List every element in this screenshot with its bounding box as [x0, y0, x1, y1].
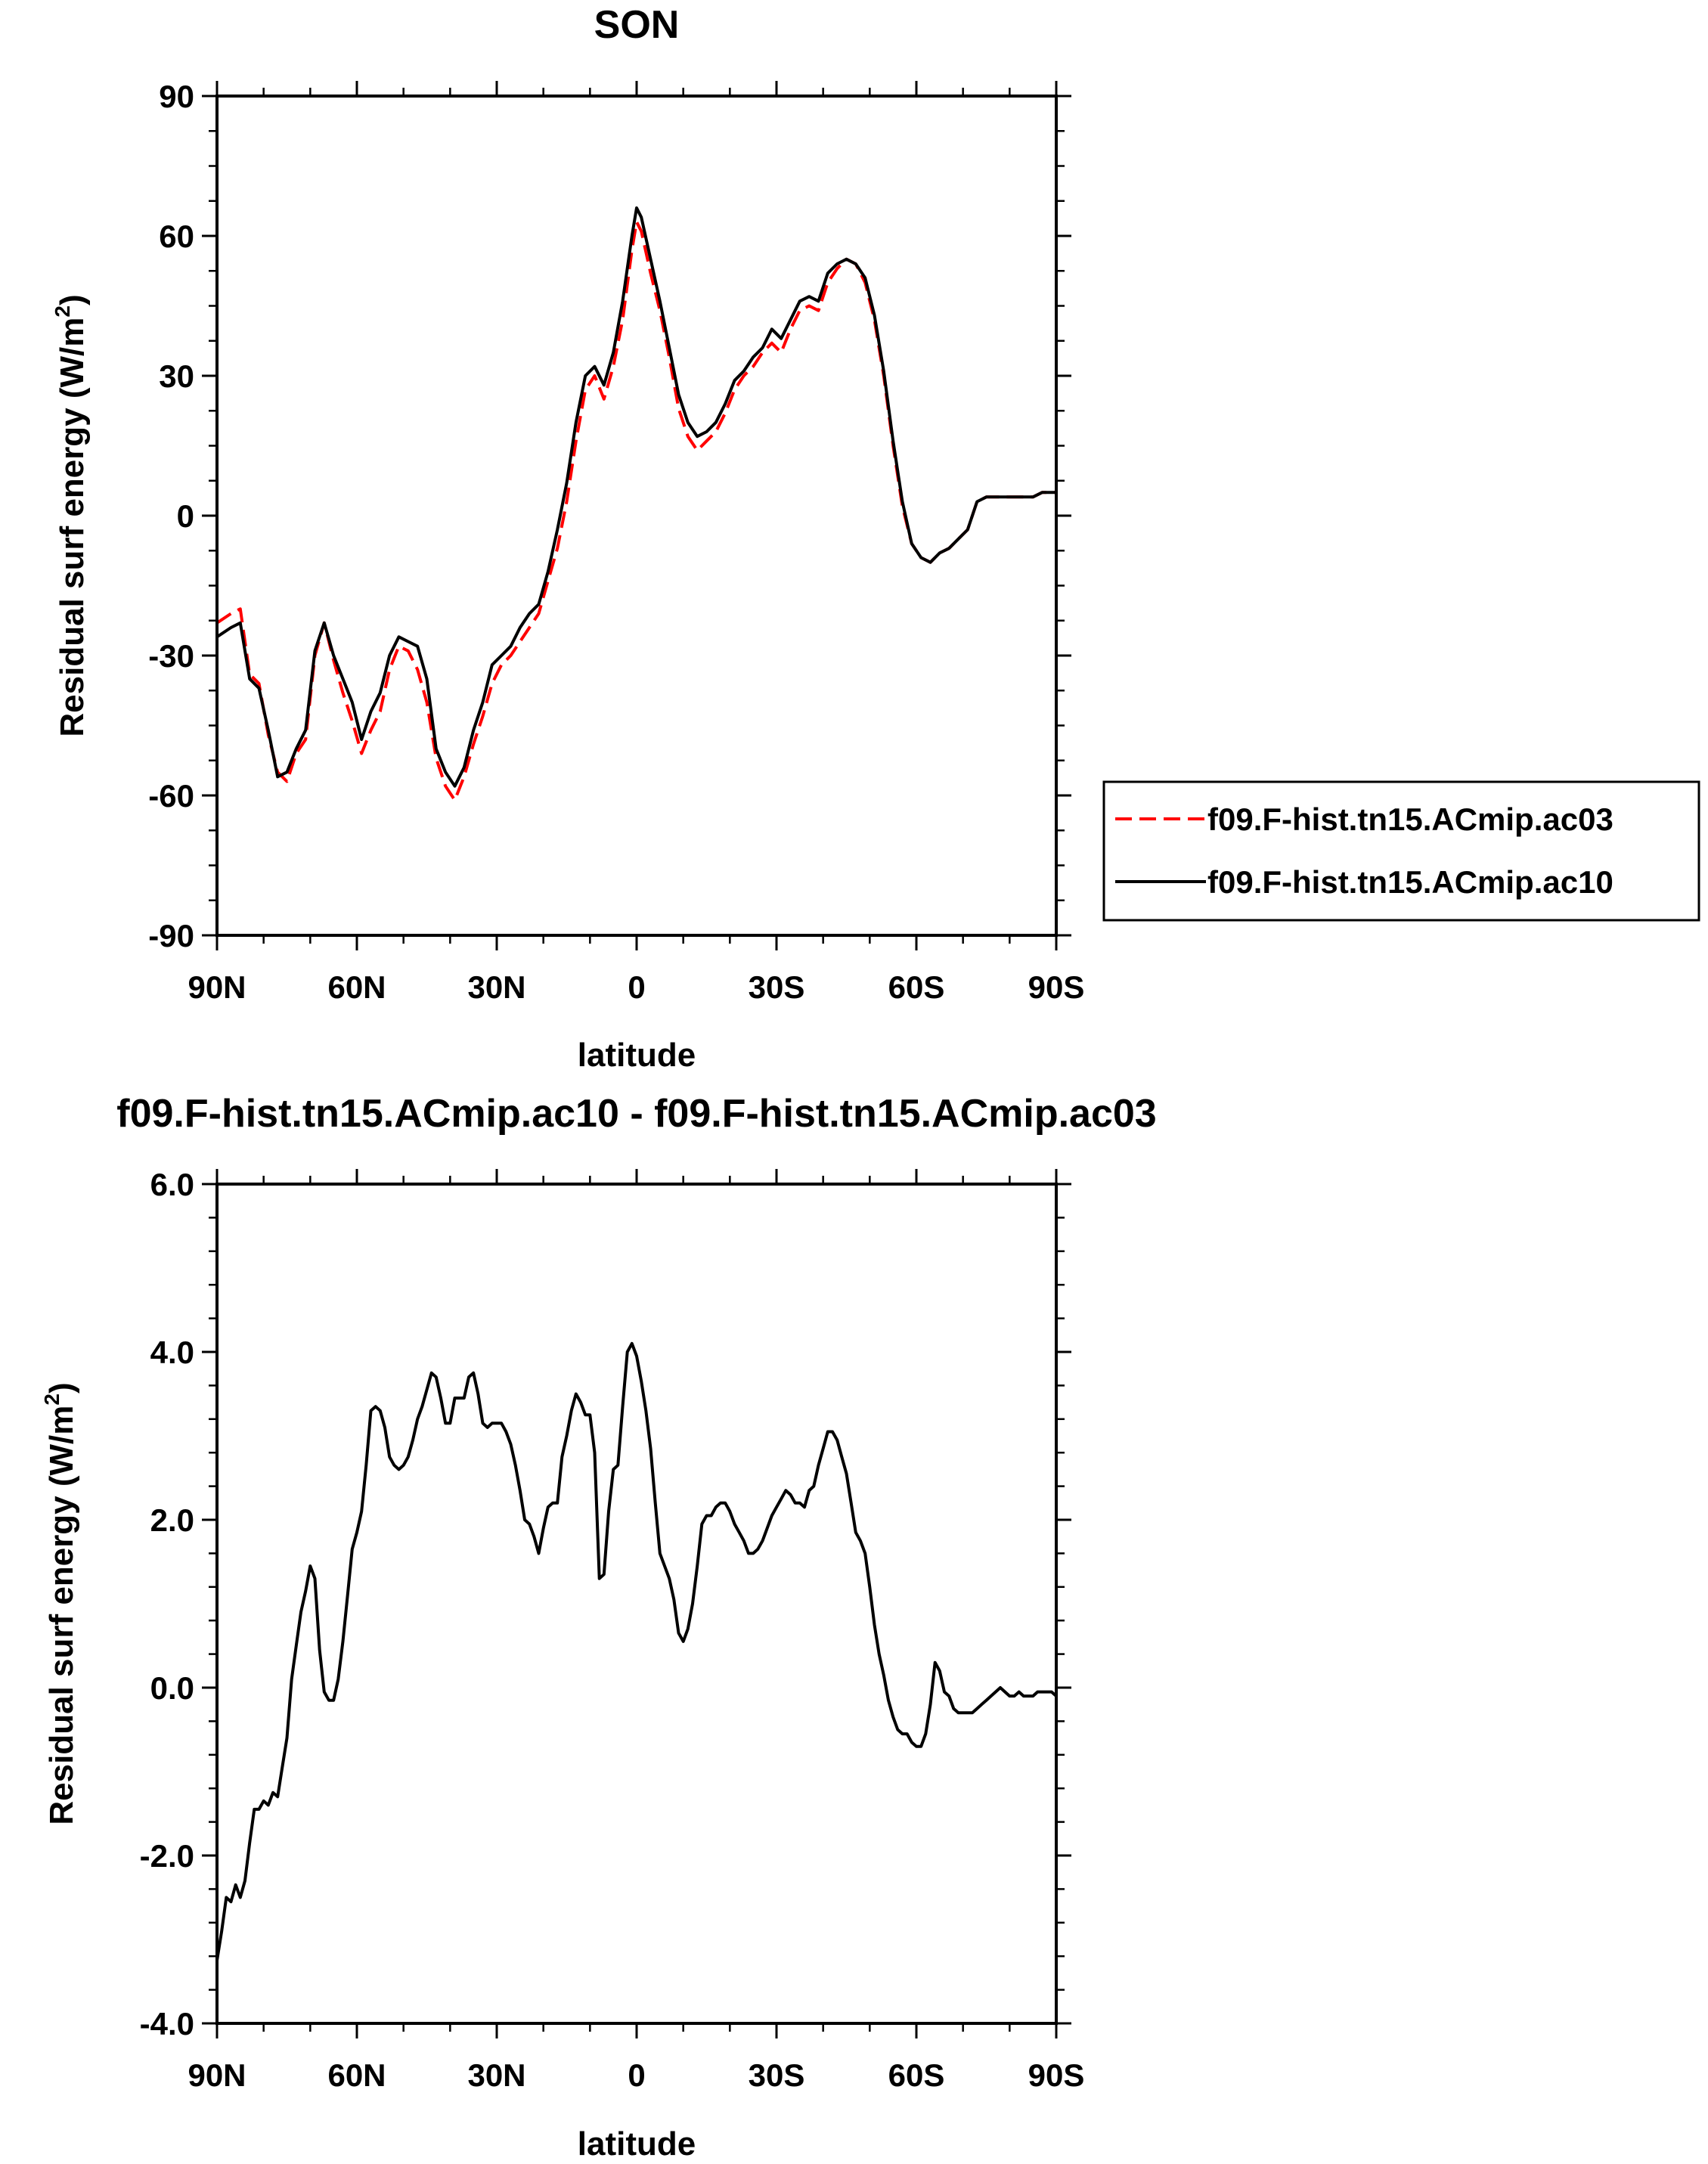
bottom-panel-x-tick-label: 30N	[467, 2057, 525, 2093]
bottom-panel-x-tick-label: 60N	[327, 2057, 386, 2093]
top-panel-y-axis-label: Residual surf energy (W/m2)	[51, 294, 91, 736]
top-panel-y-tick-label: -90	[148, 918, 194, 953]
top-panel-x-tick-label: 30S	[749, 969, 805, 1005]
bottom-panel-y-axis-label-superscript: 2	[40, 1394, 64, 1406]
top-panel-x-tick-label: 60S	[888, 969, 945, 1005]
top-panel-y-tick-label: 90	[159, 79, 194, 114]
top-panel-x-tick-labels: 90N 60N 30N 0 30S 60S 90S	[188, 969, 1084, 1005]
top-panel-series-lines	[215, 206, 1056, 802]
bottom-panel-x-tick-labels: 90N 60N 30N 0 30S 60S 90S	[188, 2057, 1084, 2093]
legend-box	[1102, 780, 1700, 922]
bottom-panel-tick-marks	[202, 1169, 1071, 2038]
top-panel-title: SON	[594, 3, 680, 47]
top-panel-x-axis-label: latitude	[578, 1037, 696, 1074]
bottom-panel-y-tick-label: 2.0	[150, 1502, 194, 1538]
bottom-panel-y-tick-label: -2.0	[140, 1838, 194, 1874]
top-panel-y-axis-label-text: Residual surf energy (W/m	[54, 318, 91, 737]
top-panel-x-tick-label: 0	[628, 969, 645, 1005]
bottom-panel-title: f09.F-hist.tn15.ACmip.ac10 - f09.F-hist.…	[116, 1092, 1156, 1136]
bottom-panel-y-tick-label: 4.0	[150, 1335, 194, 1370]
top-panel-x-tick-label: 90S	[1028, 969, 1085, 1005]
bottom-panel-y-tick-label: 6.0	[150, 1167, 194, 1202]
top-panel-y-tick-labels: 90 60 30 0 -30 -60 -90	[148, 79, 194, 953]
top-panel-y-tick-label: 60	[159, 219, 194, 254]
top-panel: SON 90 60 30 0 -30 -60 -90 90N 60N 30N 0 30S 60S 90S…	[51, 3, 1700, 1074]
bottom-panel-x-axis-label: latitude	[578, 2125, 696, 2162]
top-panel-y-tick-label: -60	[148, 778, 194, 814]
legend-entry-ac10: f09.F-hist.tn15.ACmip.ac10	[1207, 864, 1613, 900]
bottom-panel-plot-frame	[215, 1183, 1058, 2025]
bottom-panel-y-tick-label: -4.0	[140, 2006, 194, 2042]
top-panel-series-line-ac10	[215, 206, 1056, 788]
top-panel-y-tick-label: 30	[159, 358, 194, 394]
bottom-panel: f09.F-hist.tn15.ACmip.ac10 - f09.F-hist.…	[40, 1092, 1157, 2162]
bottom-panel-series-lines	[215, 1341, 1058, 1961]
top-panel-y-axis-label-close: )	[54, 294, 91, 305]
bottom-panel-y-tick-labels: 6.0 4.0 2.0 0.0 -2.0 -4.0	[140, 1167, 194, 2042]
top-panel-y-axis-label-superscript: 2	[51, 305, 74, 318]
bottom-panel-y-axis-label-close: )	[43, 1382, 80, 1394]
legend-entry-ac03: f09.F-hist.tn15.ACmip.ac03	[1207, 801, 1613, 837]
top-panel-x-tick-label: 90N	[188, 969, 246, 1005]
bottom-panel-series-line-difference	[215, 1341, 1058, 1961]
top-panel-y-tick-label: -30	[148, 638, 194, 674]
bottom-panel-y-tick-label: 0.0	[150, 1670, 194, 1706]
top-panel-series-line-ac03	[215, 220, 1056, 802]
bottom-panel-x-tick-label: 90S	[1028, 2057, 1085, 2093]
top-panel-plot-frame	[215, 95, 1058, 937]
bottom-panel-x-tick-label: 90N	[188, 2057, 246, 2093]
bottom-panel-x-tick-label: 60S	[888, 2057, 945, 2093]
bottom-panel-y-axis-label-text: Residual surf energy (W/m	[43, 1406, 80, 1825]
top-panel-x-tick-label: 30N	[467, 969, 525, 1005]
top-panel-y-tick-label: 0	[177, 498, 194, 534]
legend: f09.F-hist.tn15.ACmip.ac03 f09.F-hist.tn…	[1102, 780, 1700, 922]
bottom-panel-y-axis-label: Residual surf energy (W/m2)	[40, 1382, 80, 1825]
bottom-panel-x-tick-label: 30S	[749, 2057, 805, 2093]
bottom-panel-x-tick-label: 0	[628, 2057, 645, 2093]
top-panel-x-tick-label: 60N	[327, 969, 386, 1005]
